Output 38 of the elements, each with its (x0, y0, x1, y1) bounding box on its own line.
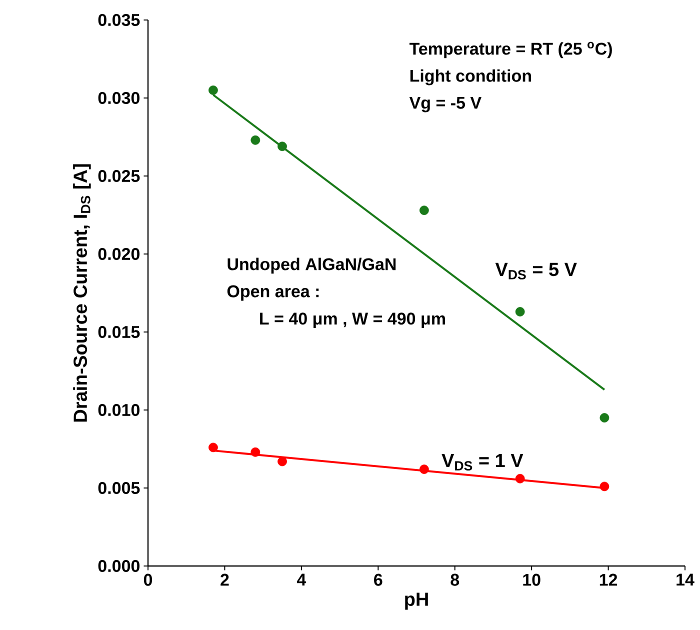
series-label: V$_{DS}$ = 1 V (442, 454, 524, 471)
point (600, 482, 610, 492)
point (600, 413, 610, 422)
point (250, 447, 260, 457)
y-tick-label: 0.020 (98, 248, 140, 260)
annotation: Temperature = RT (25 $^{o}$C) (409, 42, 612, 58)
y-tick-label: 0.025 (98, 170, 140, 182)
x-tick-label: 0 (144, 574, 152, 586)
point (419, 464, 429, 474)
annotation: Light condition (410, 69, 531, 86)
y-tick-label: 0.030 (98, 92, 140, 104)
x-tick-label: 2 (220, 574, 229, 586)
annotation: Open area : (227, 285, 319, 301)
y-tick-label: 0.000 (98, 560, 140, 572)
point (278, 456, 287, 466)
y-tick-label: 0.035 (98, 14, 140, 26)
point (515, 474, 525, 484)
y-tick-label: 0.010 (98, 404, 140, 416)
point (208, 442, 218, 452)
annotation: Undoped AlGaN/GaN (228, 258, 396, 274)
annotation: L = 40 μm , W = 490 μm (260, 312, 445, 328)
point (419, 206, 429, 216)
x-axis-title: pH (405, 592, 428, 610)
x-tick-label: 8 (450, 574, 460, 586)
x-tick-label: 6 (374, 574, 382, 586)
series-label: V$_{DS}$ = 5 V (495, 262, 577, 280)
x-tick-label: 12 (600, 574, 618, 586)
x-tick-label: 10 (523, 574, 540, 586)
point (250, 135, 260, 145)
y-tick-label: 0.015 (98, 326, 140, 338)
point (208, 86, 218, 95)
y-axis-title: Drain-Source Current, I$_{DS}$ [A] (73, 164, 91, 422)
annotation: Vg = -5 V (409, 96, 482, 112)
point (278, 142, 287, 152)
x-tick-label: 4 (296, 574, 306, 586)
y-tick-label: 0.005 (98, 482, 140, 494)
x-tick-label: 14 (676, 574, 694, 586)
point (515, 307, 525, 316)
